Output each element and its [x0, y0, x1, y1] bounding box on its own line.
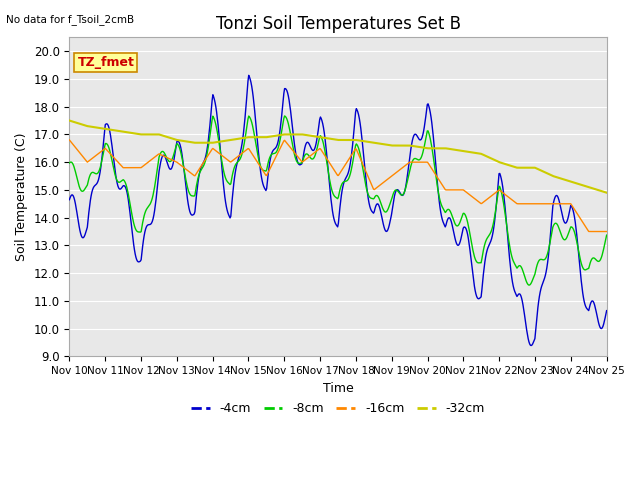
-32cm	[131, 131, 138, 136]
-4cm	[185, 205, 193, 211]
-4cm	[527, 343, 535, 348]
-4cm	[214, 115, 221, 121]
-32cm	[65, 118, 73, 123]
-32cm	[214, 139, 221, 145]
-8cm	[420, 147, 428, 153]
Line: -16cm: -16cm	[69, 140, 607, 231]
Title: Tonzi Soil Temperatures Set B: Tonzi Soil Temperatures Set B	[216, 15, 461, 33]
-8cm	[65, 160, 73, 166]
-4cm	[404, 169, 412, 175]
-16cm	[603, 228, 611, 234]
-32cm	[76, 120, 83, 126]
-16cm	[214, 149, 221, 155]
-16cm	[65, 137, 73, 143]
-8cm	[404, 176, 412, 182]
Line: -4cm: -4cm	[69, 75, 607, 346]
Text: No data for f_Tsoil_2cmB: No data for f_Tsoil_2cmB	[6, 14, 134, 25]
-32cm	[403, 143, 411, 148]
X-axis label: Time: Time	[323, 382, 353, 395]
-4cm	[420, 129, 428, 134]
-4cm	[76, 223, 83, 229]
-8cm	[525, 282, 532, 288]
-16cm	[76, 149, 83, 155]
-32cm	[603, 190, 611, 195]
-8cm	[76, 183, 83, 189]
Legend: -4cm, -8cm, -16cm, -32cm: -4cm, -8cm, -16cm, -32cm	[186, 397, 490, 420]
-16cm	[586, 228, 593, 234]
Text: TZ_fmet: TZ_fmet	[77, 56, 134, 69]
-4cm	[245, 72, 253, 78]
-32cm	[185, 139, 193, 145]
-4cm	[65, 197, 73, 203]
Line: -32cm: -32cm	[69, 120, 607, 192]
-16cm	[185, 168, 193, 174]
-4cm	[603, 308, 611, 313]
-16cm	[419, 159, 427, 165]
Y-axis label: Soil Temperature (C): Soil Temperature (C)	[15, 132, 28, 261]
-8cm	[131, 223, 138, 228]
-16cm	[403, 161, 411, 167]
Line: -8cm: -8cm	[69, 116, 607, 285]
-32cm	[419, 144, 427, 150]
-16cm	[131, 165, 138, 170]
-8cm	[603, 232, 611, 238]
-8cm	[214, 129, 221, 135]
-4cm	[131, 247, 138, 252]
-8cm	[185, 189, 193, 195]
-8cm	[281, 113, 289, 119]
